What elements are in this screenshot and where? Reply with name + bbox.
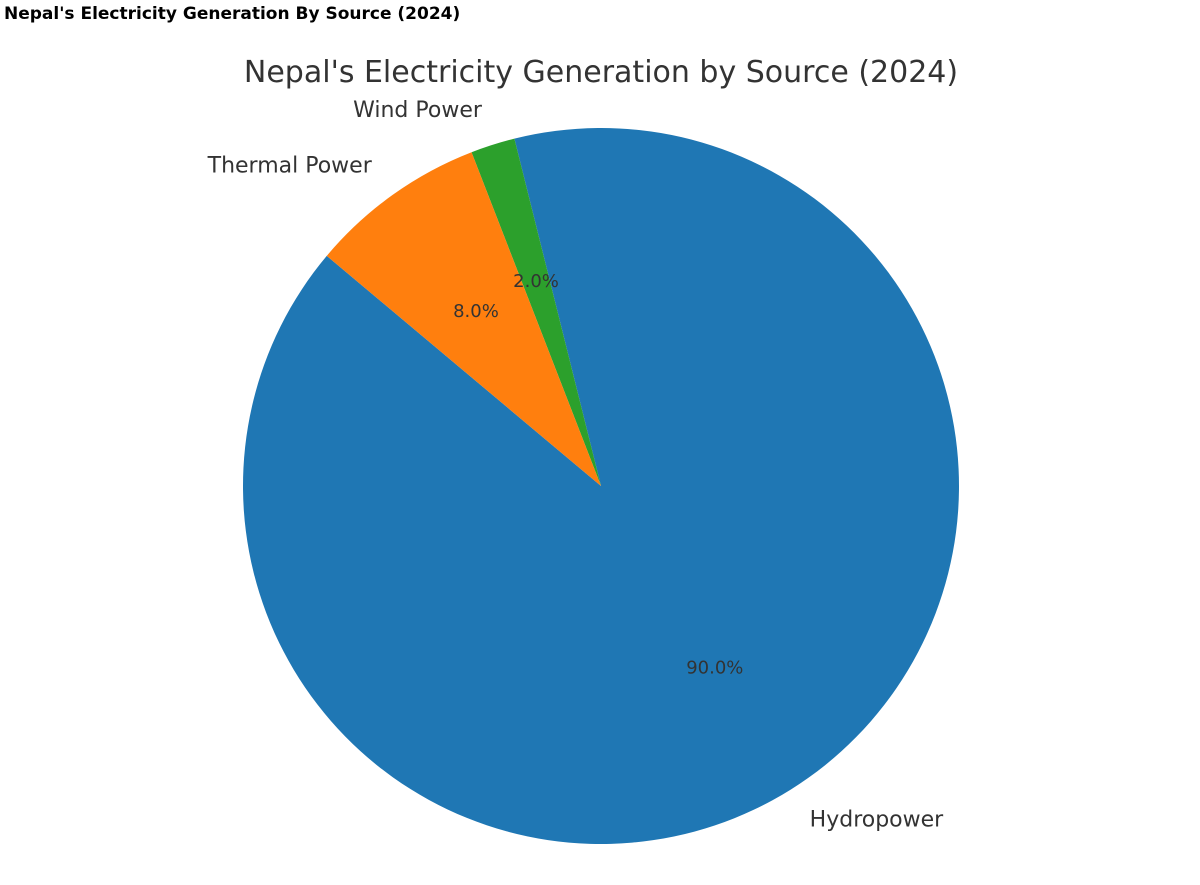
page-heading: Nepal's Electricity Generation By Source…	[4, 4, 461, 24]
pct-label-thermal-power: 8.0%	[453, 301, 499, 322]
pct-label-wind-power: 2.0%	[513, 271, 559, 292]
chart-title: Nepal's Electricity Generation by Source…	[244, 55, 958, 90]
slice-label-wind-power: Wind Power	[353, 98, 483, 123]
pie-slice-wind-power	[471, 138, 601, 486]
slice-label-hydropower: Hydropower	[810, 807, 945, 832]
slice-label-thermal-power: Thermal Power	[207, 153, 373, 178]
pie-slice-hydropower	[243, 127, 960, 844]
slices-layer	[243, 127, 960, 844]
pct-label-hydropower: 90.0%	[686, 658, 743, 679]
pie-slice-thermal-power	[326, 152, 601, 486]
labels-layer: Hydropower 90.0% Wind Power 2.0% Thermal Pow…	[207, 98, 945, 832]
